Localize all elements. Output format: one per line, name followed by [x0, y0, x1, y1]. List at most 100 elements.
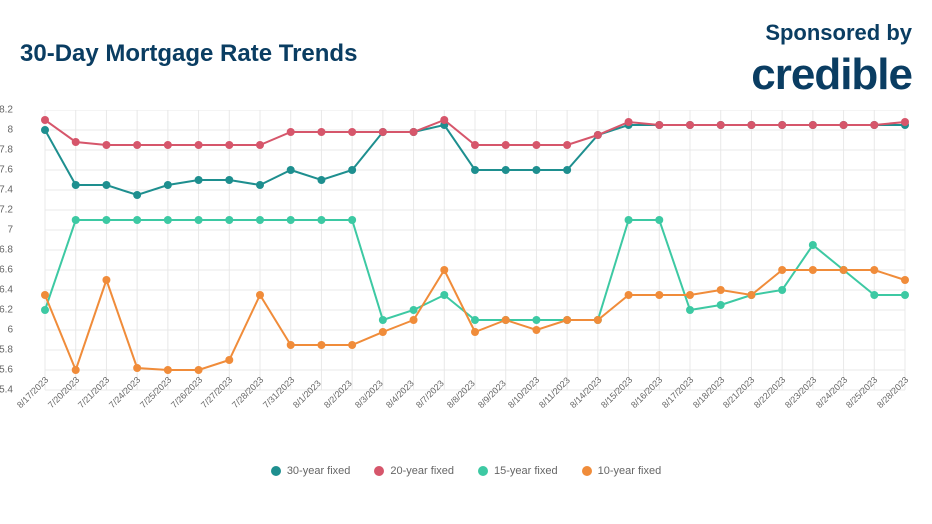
- data-point: [625, 118, 633, 126]
- legend-marker: [374, 466, 384, 476]
- data-point: [502, 316, 510, 324]
- legend-item: 20-year fixed: [374, 465, 454, 477]
- data-point: [41, 291, 49, 299]
- data-point: [625, 216, 633, 224]
- data-point: [563, 166, 571, 174]
- data-point: [317, 176, 325, 184]
- data-point: [809, 266, 817, 274]
- legend-marker: [271, 466, 281, 476]
- legend-label: 15-year fixed: [494, 465, 558, 477]
- legend-item: 15-year fixed: [478, 465, 558, 477]
- data-point: [532, 316, 540, 324]
- data-point: [840, 121, 848, 129]
- y-tick-label: 5.4: [0, 385, 13, 396]
- legend-marker: [582, 466, 592, 476]
- data-point: [379, 316, 387, 324]
- data-point: [256, 181, 264, 189]
- data-point: [72, 216, 80, 224]
- data-point: [133, 364, 141, 372]
- data-point: [901, 118, 909, 126]
- data-point: [287, 128, 295, 136]
- legend-label: 20-year fixed: [390, 465, 454, 477]
- data-point: [410, 306, 418, 314]
- data-point: [563, 141, 571, 149]
- data-point: [747, 291, 755, 299]
- data-point: [594, 316, 602, 324]
- data-point: [655, 291, 663, 299]
- y-tick-label: 7.2: [0, 205, 13, 216]
- y-tick-label: 6.4: [0, 285, 13, 296]
- y-tick-label: 6.2: [0, 305, 13, 316]
- data-point: [901, 291, 909, 299]
- y-tick-label: 7.6: [0, 165, 13, 176]
- data-point: [133, 141, 141, 149]
- data-point: [379, 128, 387, 136]
- y-tick-label: 6.6: [0, 265, 13, 276]
- data-point: [195, 216, 203, 224]
- data-point: [870, 266, 878, 274]
- data-point: [41, 116, 49, 124]
- y-tick-label: 8: [7, 125, 13, 136]
- data-point: [809, 241, 817, 249]
- data-point: [256, 216, 264, 224]
- data-point: [225, 356, 233, 364]
- data-point: [72, 366, 80, 374]
- data-point: [471, 166, 479, 174]
- y-tick-label: 5.8: [0, 345, 13, 356]
- data-point: [164, 141, 172, 149]
- y-tick-label: 6.8: [0, 245, 13, 256]
- data-point: [471, 316, 479, 324]
- legend-label: 10-year fixed: [598, 465, 662, 477]
- x-axis-labels: 8/17/20237/20/20237/21/20237/24/20237/25…: [45, 395, 910, 455]
- data-point: [410, 316, 418, 324]
- data-point: [502, 166, 510, 174]
- legend-label: 30-year fixed: [287, 465, 351, 477]
- data-point: [870, 291, 878, 299]
- sponsor-label: Sponsored by: [751, 20, 912, 46]
- data-point: [686, 121, 694, 129]
- data-point: [195, 176, 203, 184]
- data-point: [256, 291, 264, 299]
- chart-svg: [15, 110, 915, 400]
- data-point: [287, 341, 295, 349]
- data-point: [594, 131, 602, 139]
- data-point: [809, 121, 817, 129]
- data-point: [133, 191, 141, 199]
- y-tick-label: 6: [7, 325, 13, 336]
- data-point: [901, 276, 909, 284]
- data-point: [195, 141, 203, 149]
- data-point: [747, 121, 755, 129]
- data-point: [686, 306, 694, 314]
- data-point: [717, 121, 725, 129]
- y-tick-label: 8.2: [0, 105, 13, 116]
- data-point: [287, 216, 295, 224]
- data-point: [164, 181, 172, 189]
- data-point: [133, 216, 141, 224]
- data-point: [164, 366, 172, 374]
- data-point: [379, 328, 387, 336]
- data-point: [840, 266, 848, 274]
- data-point: [225, 141, 233, 149]
- data-point: [717, 301, 725, 309]
- data-point: [532, 141, 540, 149]
- data-point: [317, 128, 325, 136]
- sponsor-block: Sponsored by credible: [751, 20, 912, 100]
- header: 30-Day Mortgage Rate Trends Sponsored by…: [20, 20, 912, 100]
- data-point: [471, 328, 479, 336]
- data-point: [440, 291, 448, 299]
- legend-item: 30-year fixed: [271, 465, 351, 477]
- data-point: [225, 176, 233, 184]
- data-point: [225, 216, 233, 224]
- data-point: [655, 121, 663, 129]
- data-point: [102, 276, 110, 284]
- data-point: [348, 341, 356, 349]
- y-tick-label: 5.6: [0, 365, 13, 376]
- y-tick-label: 7.8: [0, 145, 13, 156]
- y-tick-label: 7: [7, 225, 13, 236]
- data-point: [471, 141, 479, 149]
- data-point: [778, 121, 786, 129]
- data-point: [317, 341, 325, 349]
- data-point: [287, 166, 295, 174]
- data-point: [686, 291, 694, 299]
- data-point: [102, 216, 110, 224]
